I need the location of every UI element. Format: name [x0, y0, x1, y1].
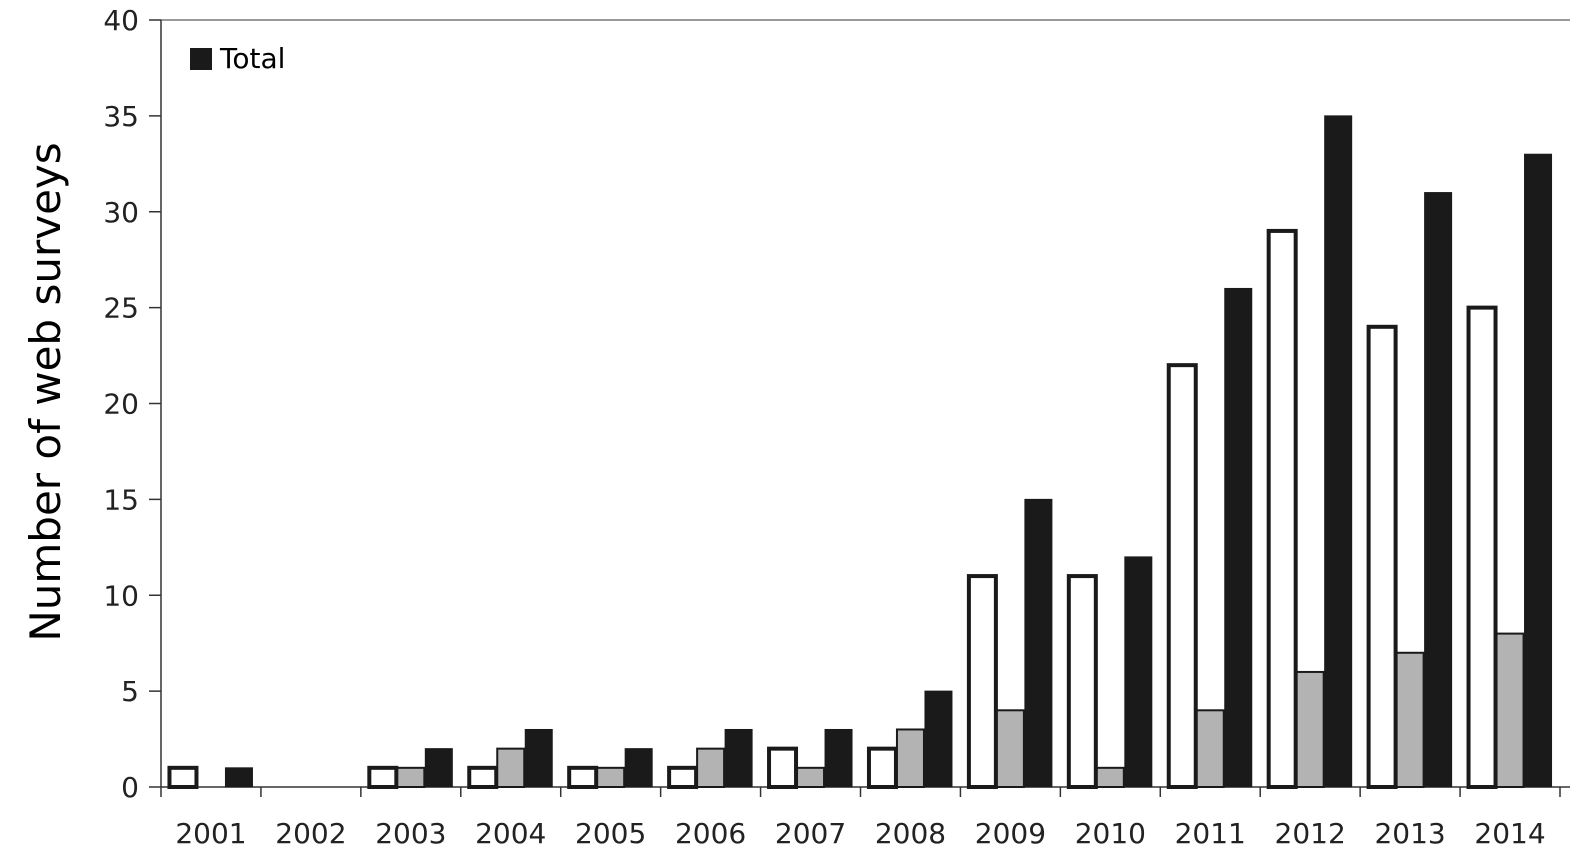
bar-series-1-2007 [796, 766, 826, 789]
y-tick-label: 40 [103, 4, 139, 37]
bar-series-0-2006 [667, 765, 699, 790]
bar-series-1-2014 [1495, 632, 1525, 788]
bar-series-0-2011 [1166, 363, 1198, 789]
y-tick-label: 30 [103, 196, 139, 229]
bar-series-2-2005 [624, 748, 653, 788]
legend-swatch-total [190, 48, 212, 70]
x-tick-label: 2014 [1474, 817, 1545, 850]
y-tick-label: 10 [103, 579, 139, 612]
x-tick-label: 2008 [875, 817, 946, 850]
bars [167, 115, 1553, 790]
x-tick-label: 2006 [675, 817, 746, 850]
y-tick-label: 35 [103, 100, 139, 133]
x-tick-label: 2011 [1175, 817, 1246, 850]
bar-series-2-2012 [1324, 115, 1353, 788]
x-tick-label: 2005 [575, 817, 646, 850]
bar-series-0-2007 [767, 746, 799, 790]
bar-series-1-2005 [596, 766, 626, 789]
bar-series-0-2009 [966, 574, 998, 790]
bar-series-2-2014 [1524, 153, 1553, 788]
bar-series-1-2012 [1295, 670, 1325, 789]
bar-series-0-2012 [1266, 228, 1298, 790]
bar-series-2-2004 [524, 728, 553, 788]
bar-series-2-2011 [1224, 287, 1253, 788]
bar-series-2-2001 [224, 767, 253, 788]
bar-series-1-2011 [1195, 709, 1225, 788]
y-tick-label: 0 [121, 771, 139, 804]
bar-series-1-2010 [1095, 766, 1125, 789]
bar-series-1-2003 [396, 766, 426, 789]
bar-series-1-2008 [895, 728, 925, 788]
x-axis: 2001 2002 2003 2004 2005 2006 2007 2008 2009 2010… [160, 786, 1570, 850]
bar-series-0-2014 [1466, 305, 1498, 789]
y-axis: 0 5 10 15 20 25 30 35 40 [103, 4, 1570, 804]
x-tick-label: 2001 [175, 817, 246, 850]
x-tick-label: 2003 [375, 817, 446, 850]
bar-series-0-2005 [567, 765, 599, 790]
bar-series-2-2007 [824, 728, 853, 788]
bar-series-2-2008 [924, 690, 953, 788]
y-tick-label: 5 [121, 675, 139, 708]
y-axis-label: Number of web surveys [21, 142, 70, 641]
bar-series-0-2013 [1366, 324, 1398, 789]
bar-series-2-2009 [1024, 498, 1053, 788]
x-tick-label: 2004 [475, 817, 546, 850]
bar-series-0-2010 [1066, 574, 1098, 790]
bar-series-2-2003 [424, 748, 453, 788]
bar-series-0-2008 [866, 746, 898, 790]
y-tick-label: 25 [103, 292, 139, 325]
bar-series-1-2009 [995, 709, 1025, 788]
x-tick-label: 2013 [1374, 817, 1445, 850]
x-tick-label: 2007 [775, 817, 846, 850]
bar-series-2-2006 [724, 728, 753, 788]
bar-series-1-2004 [496, 747, 526, 789]
legend-label-total: Total [219, 42, 285, 75]
y-tick-label: 20 [103, 388, 139, 421]
bar-series-1-2013 [1395, 651, 1425, 789]
bar-series-2-2010 [1124, 556, 1153, 788]
x-tick-label: 2002 [275, 817, 346, 850]
x-tick-label: 2009 [975, 817, 1046, 850]
x-tick-label: 2012 [1275, 817, 1346, 850]
bar-series-0-2003 [367, 765, 399, 790]
y-tick-label: 15 [103, 483, 139, 516]
legend: Total [190, 42, 285, 75]
bar-series-0-2001 [167, 765, 199, 790]
bar-series-0-2004 [467, 765, 499, 790]
bar-series-1-2006 [696, 747, 726, 789]
bar-series-2-2013 [1424, 192, 1453, 788]
x-tick-label: 2010 [1075, 817, 1146, 850]
